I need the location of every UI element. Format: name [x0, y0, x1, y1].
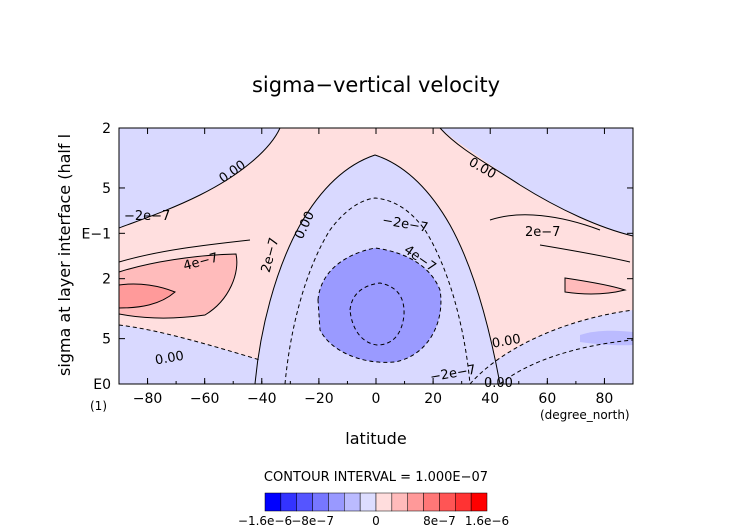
contour-line-positive-south-3: [119, 283, 176, 309]
contour-fill-polar-south-negative: [119, 128, 280, 228]
chart-title: sigma−vertical velocity: [252, 73, 500, 97]
contour-line-zero-tropical: [254, 154, 501, 384]
colorbar-swatch: [407, 492, 424, 512]
x-tick-label: −80: [133, 391, 163, 407]
colorbar-swatch: [375, 492, 393, 512]
colorbar-swatch: [312, 492, 329, 512]
y-tick-label: 2: [102, 272, 111, 288]
contour-fill-polar-north-negative: [440, 128, 633, 236]
y-tick-label: 5: [102, 332, 111, 348]
contour-interval-caption: CONTOUR INTERVAL = 1.000E−07: [264, 470, 488, 485]
x-axis-label: latitude: [345, 429, 406, 448]
colorbar-swatch: [439, 492, 456, 512]
contour-line-positive-north-3: [564, 277, 627, 295]
x-tick-label: 0: [372, 391, 381, 407]
y-tick-label: E−1: [82, 226, 111, 242]
contour-fill-north-surface-negative: [470, 310, 633, 384]
colorbar-swatch: [470, 492, 488, 512]
colorbar-swatch: [296, 492, 313, 512]
colorbar-swatch: [344, 492, 361, 512]
x-tick-label: −40: [247, 391, 277, 407]
contour-line-positive-south-2: [119, 253, 238, 319]
x-tick-label: 20: [424, 391, 442, 407]
colorbar-tick-label: 8e−7: [423, 514, 456, 528]
contour-fill-south-surface-negative: [119, 325, 260, 384]
contour-label: 0.00: [154, 349, 185, 369]
contour-line-negative-tropical-2: [317, 247, 442, 363]
colorbar-swatch: [359, 492, 377, 512]
contour-label: 2e−7: [525, 225, 560, 240]
x-tick-label: 80: [596, 391, 614, 407]
contour-line-negative-south-surface: [119, 324, 261, 361]
colorbar-tick-label: 1.6e−6: [465, 514, 509, 528]
plot-area: [119, 128, 633, 384]
y-axis: 2 5 E−1 2 5 E0: [82, 121, 633, 393]
colorbar-swatch: [391, 492, 408, 512]
y-axis-label: sigma at layer interface (half l: [55, 134, 74, 376]
x-tick-label: −60: [190, 391, 220, 407]
colorbar-tick-label: −1.6e−6: [238, 514, 292, 528]
contour-line-positive-north-2: [539, 244, 631, 263]
contour-lines-negative: [119, 197, 633, 384]
contour-fill-south-midlat-strong-positive: [119, 283, 175, 308]
colorbar-tick-label: 0: [372, 514, 380, 528]
contour-line-negative-tropical-1: [284, 197, 471, 384]
contour-label: −2e−7: [124, 209, 170, 224]
colorbar-swatch: [423, 492, 440, 512]
contour-line-negative-north-surface-1: [469, 309, 633, 384]
contour-lines: [119, 128, 633, 384]
x-axis-unit: (degree_north): [540, 408, 630, 422]
contour-fill-north-midlat-positive: [565, 278, 625, 295]
x-tick-label: 60: [538, 391, 556, 407]
contour-fill-tropical-strong-negative: [318, 248, 441, 363]
y-tick-label: 2: [102, 121, 111, 137]
colorbar-swatch: [328, 492, 345, 512]
y-tick-label: 5: [102, 181, 111, 197]
x-tick-label: −20: [304, 391, 334, 407]
contour-line-negative-tropical-3: [349, 282, 405, 346]
y-axis-unit: (1): [90, 399, 107, 413]
contour-line-negative-north-surface-2: [499, 339, 633, 384]
colorbar-swatch: [455, 492, 472, 512]
contour-label: 0.00: [491, 332, 522, 352]
x-axis: −80 −60 −40 −20 0 20 40 60 80: [118, 128, 634, 407]
colorbar-swatch: [264, 492, 282, 512]
y-tick-label: E0: [93, 377, 111, 393]
colorbar-tick-label: −8e−7: [291, 514, 334, 528]
colorbar-swatch: [280, 492, 297, 512]
contour-line-positive-south-1: [119, 239, 251, 263]
contour-line-positive-north-1: [489, 214, 601, 231]
colorbar: −1.6e−6 −8e−7 0 8e−7 1.6e−6: [238, 492, 509, 528]
contour-line-zero-south: [119, 128, 281, 229]
contour-line-zero-north: [439, 128, 633, 237]
x-tick-label: 40: [481, 391, 499, 407]
